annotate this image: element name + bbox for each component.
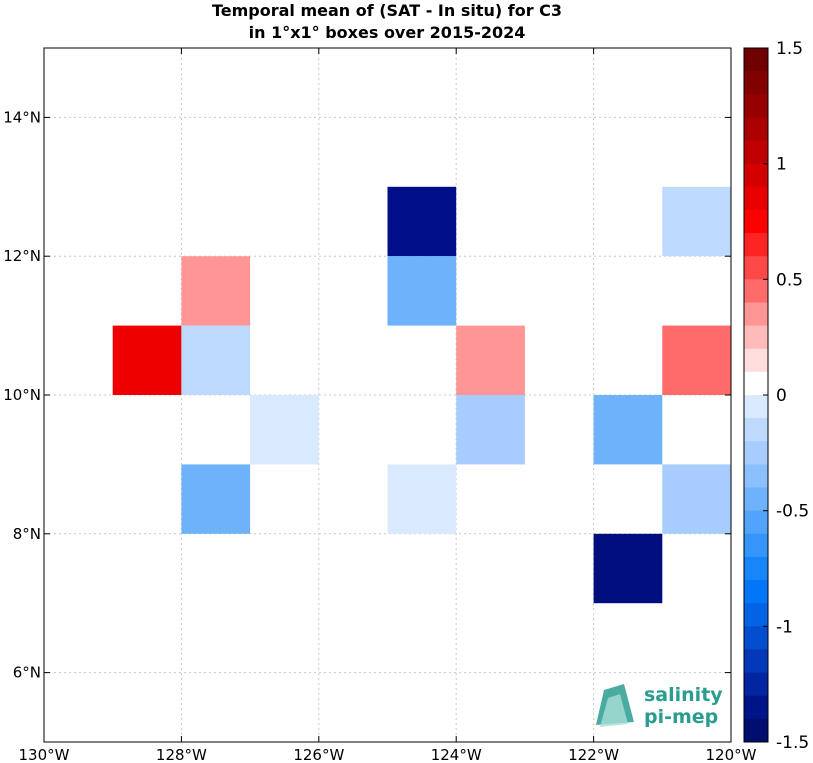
title-line-2: in 1°x1° boxes over 2015-2024 (248, 23, 526, 42)
colorbar-segment (744, 464, 768, 489)
colorbar-segment (744, 556, 768, 581)
colorbar-segment (744, 510, 768, 535)
y-tick-label: 6°N (13, 664, 41, 682)
y-tick-label: 14°N (3, 108, 41, 126)
colorbar-segment (744, 441, 768, 465)
data-cell (387, 186, 457, 257)
colorbar-segment (744, 371, 768, 396)
colorbar-segment (744, 348, 768, 373)
title-line-1: Temporal mean of (SAT - In situ) for C3 (211, 1, 563, 20)
colorbar: 1.5 1 0.5 0 -0.5 -1 -1.5 (743, 39, 809, 753)
data-cell (662, 186, 731, 257)
data-cell (181, 325, 251, 395)
colorbar-tick-label: 1.5 (776, 39, 803, 59)
y-tick-label: 8°N (13, 525, 41, 543)
colorbar-tick-label: 0 (776, 386, 787, 406)
data-cell (387, 256, 457, 326)
salinity-pimep-logo: salinity pi-mep (596, 684, 723, 728)
colorbar-segment (744, 94, 768, 118)
x-tick-label: 126°W (293, 746, 344, 763)
x-tick-label: 128°W (156, 746, 207, 763)
x-axis-ticks: 130°W 128°W 126°W 124°W 122°W 120°W (19, 48, 757, 763)
colorbar-segment (744, 302, 768, 327)
x-tick-label: 130°W (19, 746, 70, 763)
colorbar-segment (744, 487, 768, 512)
logo-wave-icon-inner (600, 694, 628, 727)
x-tick-label: 120°W (706, 746, 757, 763)
logo-line-1: salinity (644, 684, 723, 706)
x-tick-label: 122°W (568, 746, 619, 763)
y-axis-ticks: 6°N 8°N 10°N 12°N 14°N (3, 108, 731, 682)
colorbar-segment (744, 140, 768, 165)
logo-line-2: pi-mep (644, 706, 718, 728)
data-cell (593, 533, 663, 604)
colorbar-segment (744, 580, 768, 604)
data-cell (112, 325, 182, 395)
data-cell (662, 325, 731, 395)
colorbar-tick-label: 1 (776, 155, 787, 175)
colorbar-segment (744, 48, 768, 72)
colorbar-segment (744, 672, 768, 697)
colorbar-segment (744, 279, 768, 303)
data-cell (250, 395, 319, 465)
colorbar-segment (744, 325, 768, 350)
colorbar-tick-label: -1.5 (776, 733, 809, 753)
colorbar-segment (744, 603, 768, 627)
data-cell (662, 464, 731, 534)
colorbar-segment (744, 209, 768, 234)
colorbar-segment (744, 418, 768, 442)
data-cell (181, 464, 251, 534)
data-cell (181, 256, 251, 326)
colorbar-tick-label: -1 (776, 617, 793, 637)
colorbar-segment (744, 533, 768, 558)
colorbar-tick-label: 0.5 (776, 270, 803, 290)
colorbar-segment (744, 71, 768, 95)
colorbar-segment (744, 626, 768, 650)
colorbar-segment (744, 117, 768, 142)
map-title: Temporal mean of (SAT - In situ) for C3 … (44, 0, 730, 44)
data-cells (112, 186, 731, 604)
data-cell (387, 464, 457, 534)
colorbar-segment (744, 163, 768, 188)
y-tick-label: 10°N (3, 386, 41, 404)
colorbar-segment (744, 256, 768, 280)
data-cell (456, 395, 525, 465)
colorbar-segment (744, 649, 768, 674)
data-cell (593, 395, 663, 465)
colorbar-segment (744, 186, 768, 211)
colorbar-segment (744, 395, 768, 419)
colorbar-segment (744, 695, 768, 720)
colorbar-segment (744, 233, 768, 257)
data-cell (456, 325, 525, 395)
x-tick-label: 124°W (431, 746, 482, 763)
colorbar-segment (744, 718, 768, 743)
colorbar-tick-label: -0.5 (776, 502, 809, 522)
y-tick-label: 12°N (3, 247, 41, 265)
